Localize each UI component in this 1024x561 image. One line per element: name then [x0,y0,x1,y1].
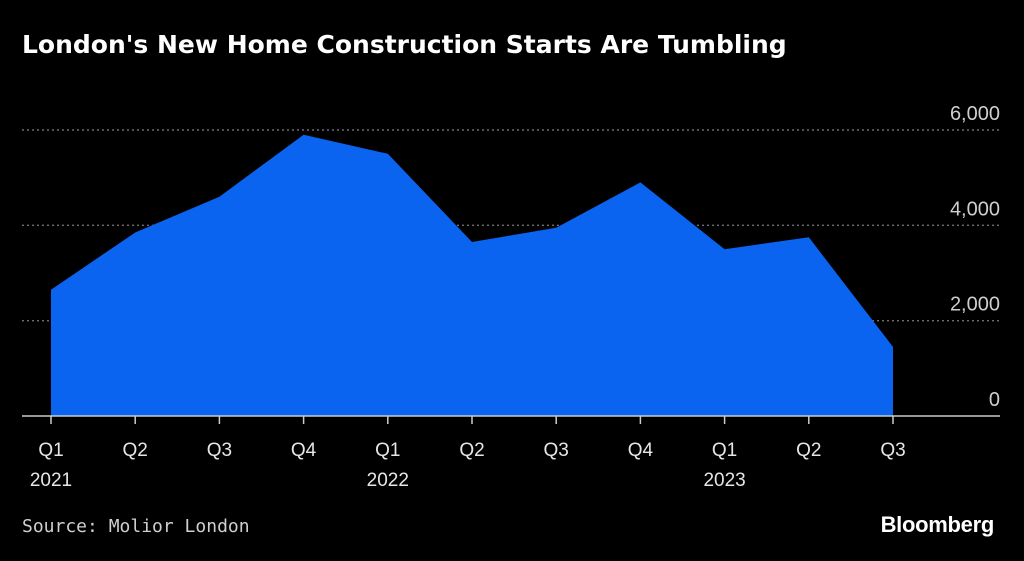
x-tick-label-5: Q2 [459,440,484,461]
x-year-label-4: 2022 [367,470,409,491]
x-tick-label-8: Q1 [712,440,737,461]
y-tick-label-0: 0 [989,389,1000,411]
series-area [51,134,893,417]
x-year-label-8: 2023 [703,470,745,491]
x-tick-label-4: Q1 [375,440,400,461]
source-note: Source: Molior London [22,516,250,537]
x-tick-label-2: Q3 [207,440,232,461]
y-tick-label-1: 2,000 [950,294,1000,316]
x-tick-label-10: Q3 [880,440,905,461]
x-tick-label-9: Q2 [796,440,821,461]
bloomberg-logo: Bloomberg [880,512,995,537]
x-tick-label-0: Q1 [38,440,63,461]
x-tick-label-3: Q4 [291,440,317,461]
x-tick-label-6: Q3 [544,440,569,461]
chart-title: London's New Home Construction Starts Ar… [22,30,787,59]
x-tick-label-7: Q4 [628,440,654,461]
y-tick-label-3: 6,000 [950,103,1000,125]
x-year-label-0: 2021 [30,470,72,491]
y-tick-label-2: 4,000 [950,198,1000,220]
x-tick-label-1: Q2 [123,440,148,461]
